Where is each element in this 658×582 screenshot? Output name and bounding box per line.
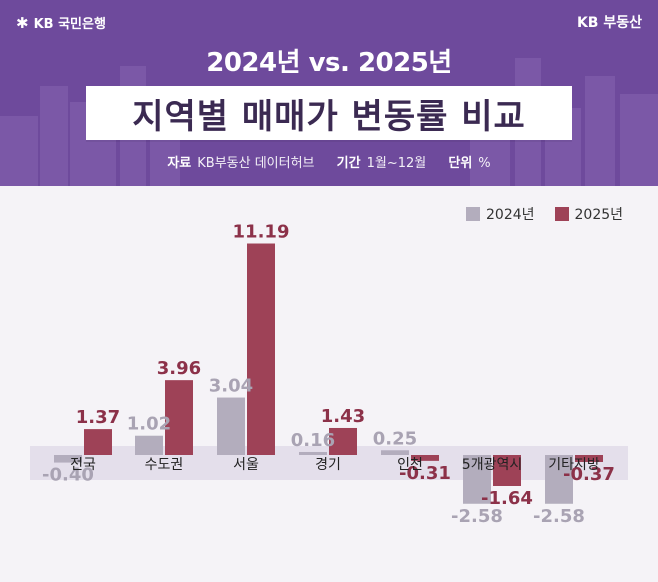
skyline-building (0, 116, 38, 186)
data-label-2024: 0.25 (373, 428, 417, 449)
category-label: 전국 (70, 457, 96, 473)
data-label-2024: -0.40 (42, 465, 94, 486)
bar-2025 (165, 380, 193, 455)
header-banner: ✱ KB 국민은행 KB 부동산 2024년 vs. 2025년 지역별 매매가… (0, 0, 658, 186)
category-label: 경기 (315, 457, 341, 473)
category-label: 5개광역시 (462, 457, 522, 473)
data-label-2024: -2.58 (533, 506, 585, 527)
meta-key-unit: 단위 (448, 156, 473, 171)
data-label-2025: 11.19 (233, 222, 290, 243)
bar-2025 (411, 455, 439, 461)
legend-label-2025: 2025년 (574, 207, 624, 223)
data-label-2025: 3.96 (157, 358, 201, 379)
meta-value-source: KB부동산 데이터허브 (197, 156, 315, 171)
category-label: 인천 (397, 457, 423, 473)
kb-realestate-logo: KB 부동산 (576, 15, 642, 31)
bar-2024 (299, 451, 327, 455)
skyline-building (585, 76, 615, 186)
legend-swatch-2025 (554, 207, 569, 221)
bar-2024 (54, 455, 82, 463)
main-title: 지역별 매매가 변동률 비교 (132, 96, 526, 137)
data-label-2024: 1.02 (127, 414, 171, 435)
category-label: 기타지방 (548, 457, 600, 473)
meta-key-period: 기간 (336, 156, 361, 171)
legend-swatch-2024 (466, 207, 480, 221)
data-label-2025: -1.64 (481, 488, 533, 509)
data-label-2025: 1.43 (321, 406, 365, 427)
data-label-2025: -0.31 (399, 463, 451, 484)
kb-star-icon: ✱ (16, 13, 29, 32)
category-label: 서울 (233, 457, 259, 473)
data-label-2025: 1.37 (76, 407, 120, 428)
data-label-2025: -0.37 (563, 464, 615, 485)
data-label-2024: 0.16 (291, 430, 335, 451)
meta-info: 자료 KB부동산 데이터허브 기간 1월~12월 단위% (0, 152, 658, 171)
skyline-building (40, 86, 68, 186)
bar-2024 (545, 455, 573, 504)
data-label-2024: 3.04 (209, 376, 253, 397)
meta-value-unit: % (478, 156, 491, 171)
skyline-building (620, 94, 658, 186)
bar-2025 (247, 243, 275, 455)
main-title-box: 지역별 매매가 변동률 비교 (86, 86, 572, 140)
kb-bank-name: KB 국민은행 (33, 17, 106, 32)
data-label-2024: -2.58 (451, 506, 503, 527)
chart-legend: 2024년 2025년 (466, 204, 637, 224)
meta-value-period: 1월~12월 (366, 156, 427, 171)
meta-key-source: 자료 (167, 156, 192, 171)
bar-2025 (84, 429, 112, 455)
bar-2025 (329, 427, 357, 455)
bar-2024 (463, 455, 491, 504)
category-label: 수도권 (145, 457, 184, 473)
bar-2025 (493, 455, 521, 486)
kb-bank-logo: ✱ KB 국민은행 (16, 13, 106, 33)
compare-subtitle: 2024년 vs. 2025년 (206, 48, 452, 78)
bar-2024 (381, 450, 409, 455)
legend-label-2024: 2024년 (486, 207, 535, 223)
bar-2024 (135, 435, 163, 455)
bar-2025 (575, 455, 603, 462)
bar-2024 (217, 397, 245, 455)
